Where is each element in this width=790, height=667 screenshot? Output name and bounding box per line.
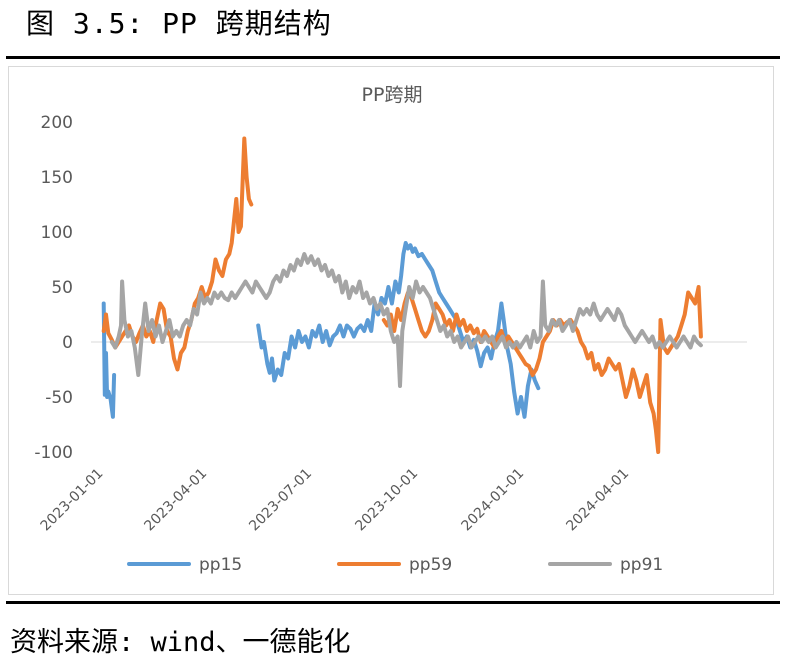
x-tick-label: 2024-01-01 bbox=[458, 466, 527, 535]
y-tick-label: -100 bbox=[34, 443, 73, 463]
source-note: 资料来源: wind、一德能化 bbox=[10, 627, 351, 658]
legend-label-pp15: pp15 bbox=[199, 555, 242, 575]
y-tick-label: 50 bbox=[51, 278, 73, 298]
y-tick-label: 0 bbox=[62, 333, 73, 353]
series-line-pp15 bbox=[101, 301, 117, 419]
chart-title: PP跨期 bbox=[362, 84, 423, 106]
x-tick-label: 2023-10-01 bbox=[352, 466, 421, 535]
x-tick-label: 2024-04-01 bbox=[563, 466, 632, 535]
legend-label-pp91: pp91 bbox=[620, 555, 663, 575]
y-tick-label: 100 bbox=[41, 223, 73, 243]
y-axis-ticks: 200 150 100 50 0 -50 -100 bbox=[34, 113, 73, 463]
series-line-pp59 bbox=[381, 285, 703, 454]
x-tick-label: 2023-01-01 bbox=[38, 466, 107, 535]
top-rule bbox=[6, 56, 780, 59]
bottom-rule bbox=[6, 601, 780, 604]
y-tick-label: 200 bbox=[41, 113, 73, 133]
legend: pp15 pp59 pp91 bbox=[127, 555, 663, 575]
legend-label-pp59: pp59 bbox=[409, 555, 452, 575]
figure-caption: 图 3.5: PP 跨期结构 bbox=[26, 7, 332, 40]
series-line-pp15 bbox=[256, 241, 541, 419]
x-axis-ticks: 2023-01-01 2023-04-01 2023-07-01 2023-10-01… bbox=[38, 466, 633, 535]
series-lines bbox=[101, 136, 703, 454]
x-tick-label: 2023-04-01 bbox=[141, 466, 210, 535]
y-tick-label: 150 bbox=[41, 168, 73, 188]
y-tick-label: -50 bbox=[45, 388, 73, 408]
x-tick-label: 2023-07-01 bbox=[246, 466, 315, 535]
series-line-pp91 bbox=[109, 252, 703, 388]
chart-frame: PP跨期 200 150 100 50 0 -50 -100 2023-01-01 2023-… bbox=[8, 66, 774, 595]
